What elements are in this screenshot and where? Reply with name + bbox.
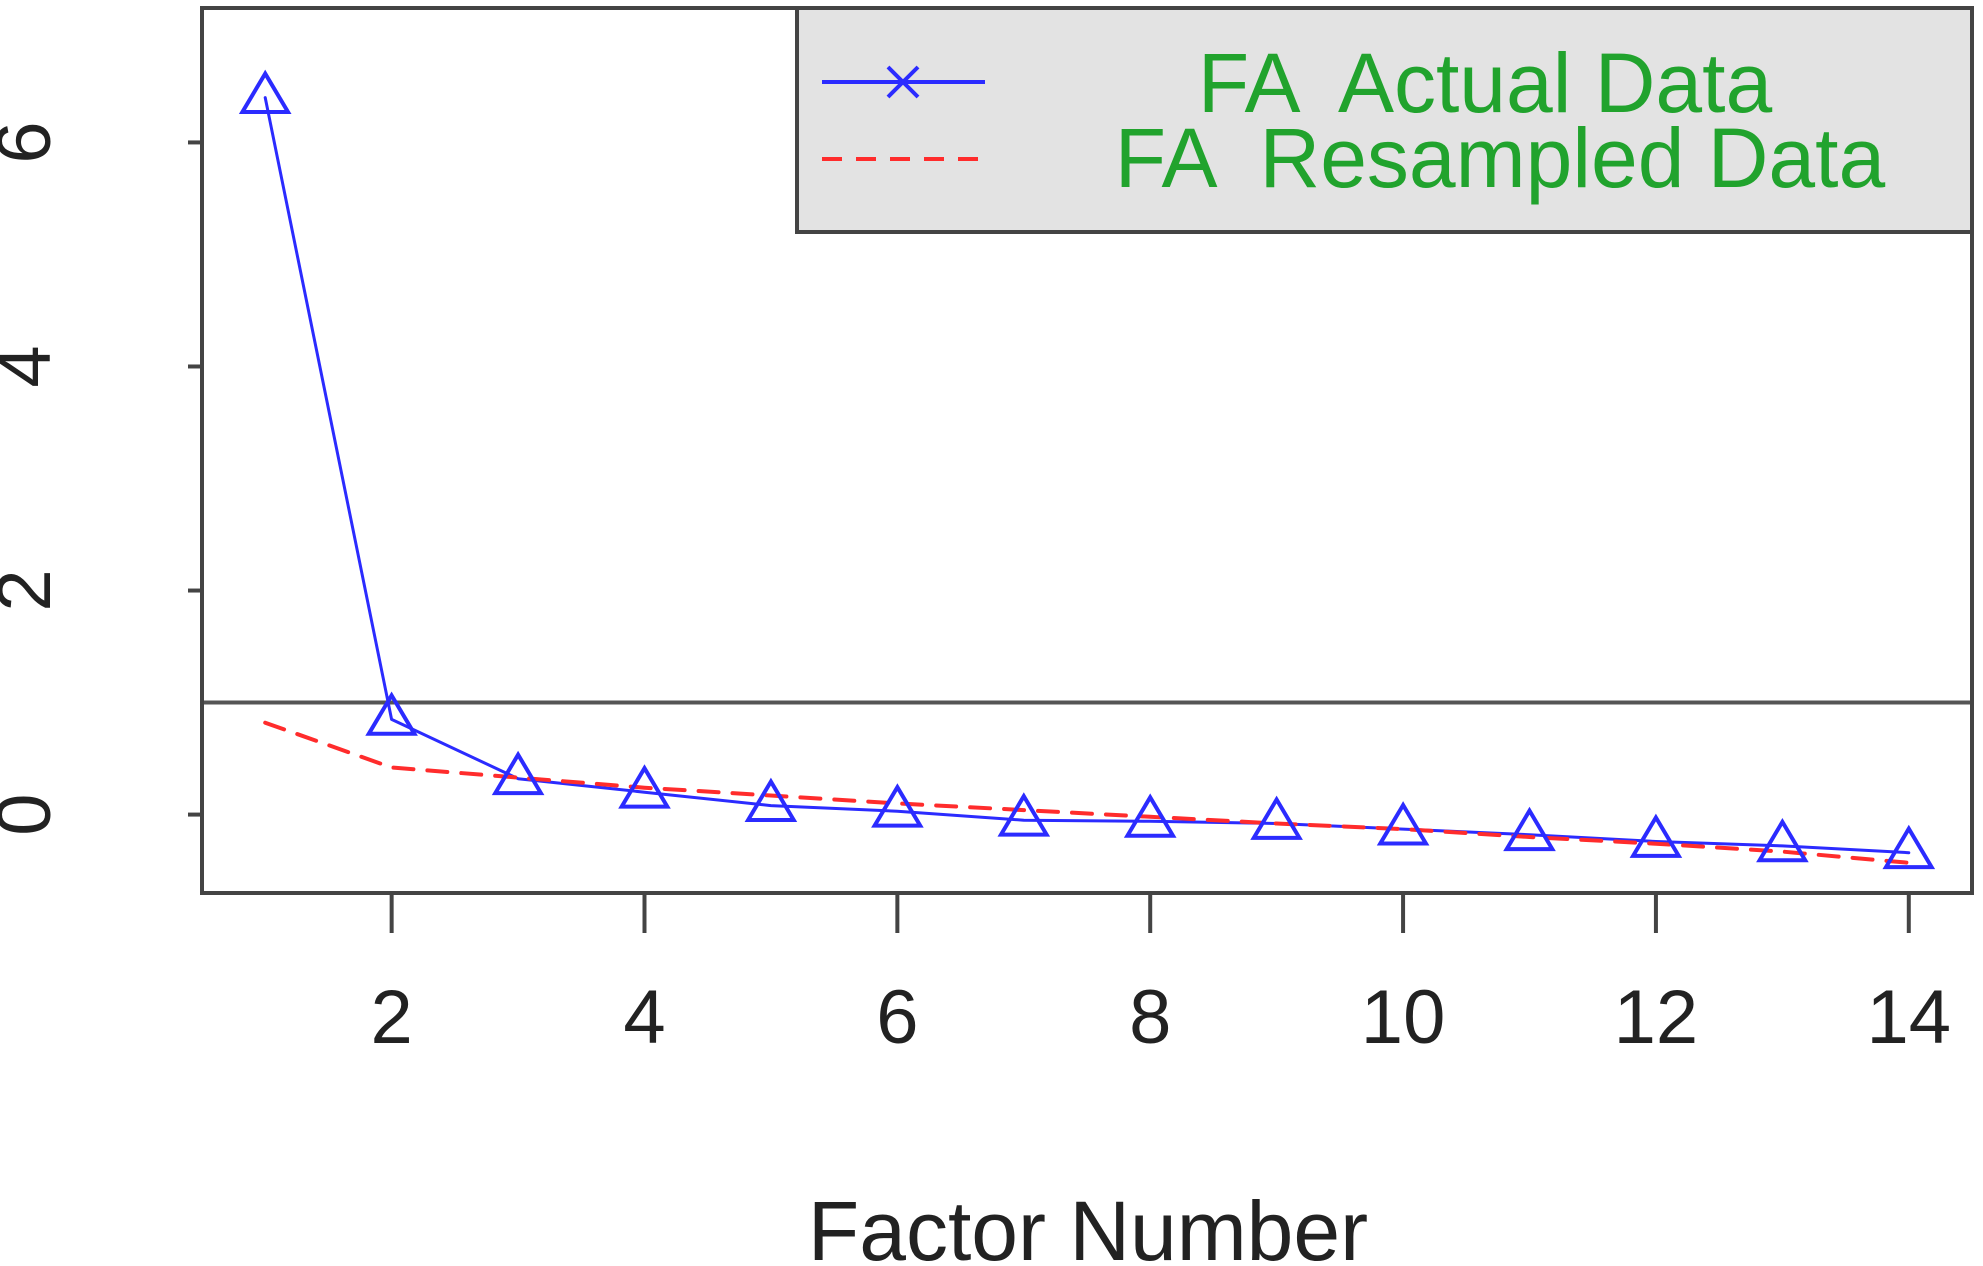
data-point-marker bbox=[1376, 801, 1430, 846]
legend-label-resampled: FA Resampled Data bbox=[1115, 111, 1886, 205]
data-point-marker bbox=[1756, 817, 1809, 863]
data-point-marker bbox=[365, 691, 418, 736]
y-tick-label: 4 bbox=[0, 345, 67, 387]
data-point-marker bbox=[1882, 824, 1936, 870]
series-markers bbox=[238, 69, 1936, 870]
plot-marks bbox=[202, 69, 1972, 870]
series-line-resampled bbox=[263, 720, 1911, 865]
data-point-marker bbox=[491, 750, 545, 796]
x-tick-label: 4 bbox=[623, 975, 665, 1060]
x-tick-label: 2 bbox=[371, 975, 413, 1060]
data-point-marker bbox=[1250, 795, 1303, 840]
x-tick-label: 6 bbox=[876, 975, 918, 1060]
x-axis-title: Factor Number bbox=[808, 1184, 1368, 1266]
legend-box bbox=[795, 6, 1974, 234]
y-tick-label: 2 bbox=[0, 569, 67, 611]
data-point-marker bbox=[997, 792, 1051, 837]
x-axis: 2 4 6 8 10 12 14 bbox=[371, 893, 1952, 1060]
series-lines bbox=[263, 96, 1911, 865]
x-tick-label: 14 bbox=[1867, 975, 1952, 1060]
data-point-marker bbox=[238, 69, 292, 114]
data-point-marker bbox=[871, 783, 924, 828]
data-point-marker bbox=[618, 764, 671, 809]
legend-label-actual: FA Actual Data bbox=[1198, 36, 1773, 130]
data-point-marker bbox=[744, 777, 798, 822]
y-axis: 0 2 4 6 bbox=[0, 121, 202, 836]
legend-x-marker bbox=[886, 65, 920, 99]
x-tick-label: 8 bbox=[1129, 975, 1171, 1060]
y-tick-label: 0 bbox=[0, 793, 67, 835]
x-tick-label: 12 bbox=[1614, 975, 1699, 1060]
x-tick-label: 10 bbox=[1361, 975, 1446, 1060]
legend: FA Actual Data FA Resampled Data bbox=[795, 6, 1974, 234]
y-tick-label: 6 bbox=[0, 121, 67, 163]
data-point-marker bbox=[1503, 806, 1556, 852]
data-point-marker bbox=[1123, 793, 1177, 838]
data-point-marker bbox=[1629, 813, 1683, 858]
